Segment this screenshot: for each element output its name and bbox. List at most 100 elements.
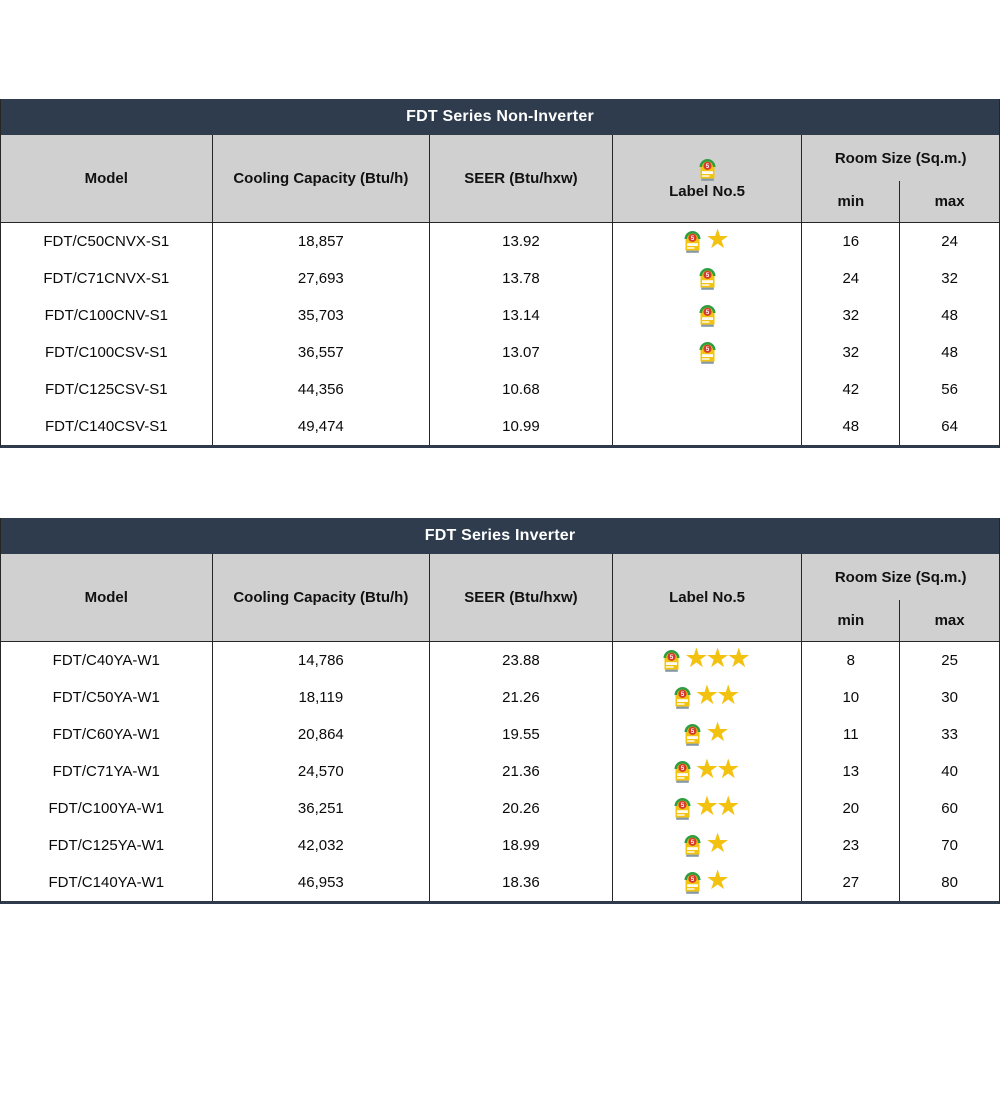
column-header-model: Model [1, 135, 213, 222]
model-cell: FDT/C60YA-W1 [1, 716, 213, 753]
seer-cell: 18.36 [430, 864, 613, 901]
table-title: FDT Series Non-Inverter [406, 108, 594, 125]
cooling-capacity-cell: 14,786 [213, 642, 431, 679]
cooling-capacity-cell: 18,857 [213, 223, 431, 260]
room-max-cell: 60 [941, 800, 958, 817]
energy-label-no5-icon: 5 [684, 231, 701, 253]
label-no5-cell: 5 [613, 260, 803, 297]
room-min-cell: 11 [802, 716, 901, 753]
room-min-cell: 48 [802, 408, 901, 445]
table-row: FDT/C100CNV-S1 35,703 13.14 5 32 48 [1, 297, 999, 334]
seer-cell: 13.07 [430, 334, 613, 371]
label-no5-cell: 5 ★ [613, 223, 803, 260]
energy-label-no5-icon: 5 [699, 305, 716, 327]
label-no5-cell: 5 ★★ [613, 790, 803, 827]
column-header-label-no5: Label No.5 [613, 554, 803, 641]
room-min-cell: 42 [802, 371, 901, 408]
model-cell: FDT/C100YA-W1 [1, 790, 213, 827]
table-row: FDT/C100CSV-S1 36,557 13.07 5 32 48 [1, 334, 999, 371]
energy-label-no5-icon: 5 [699, 342, 716, 364]
column-header-model: Model [1, 554, 213, 641]
table-row: FDT/C40YA-W1 14,786 23.88 5 ★★★ 8 25 [1, 642, 999, 679]
room-max-cell: 40 [941, 763, 958, 780]
seer-cell: 21.36 [430, 753, 613, 790]
column-header-room-size: Room Size (Sq.m.) min max [802, 135, 999, 222]
model-cell: FDT/C125YA-W1 [1, 827, 213, 864]
star-icons: ★ [705, 865, 729, 895]
table-row: FDT/C140YA-W1 46,953 18.36 5 ★ 27 80 [1, 864, 999, 901]
star-icons: ★ [705, 717, 729, 747]
table-row: FDT/C50YA-W1 18,119 21.26 5 ★★ 10 30 [1, 679, 999, 716]
cooling-capacity-cell: 24,570 [213, 753, 431, 790]
model-cell: FDT/C50CNVX-S1 [1, 223, 213, 260]
energy-label-no5-icon: 5 [699, 158, 716, 181]
cooling-capacity-cell: 18,119 [213, 679, 431, 716]
cooling-capacity-cell: 20,864 [213, 716, 431, 753]
table-row: FDT/C50CNVX-S1 18,857 13.92 5 ★ 16 24 [1, 223, 999, 260]
energy-label-no5-icon: 5 [674, 761, 691, 783]
model-cell: FDT/C71CNVX-S1 [1, 260, 213, 297]
room-min-cell: 10 [802, 679, 901, 716]
star-icons: ★★ [694, 680, 740, 710]
label-no5-cell: 5 [613, 297, 803, 334]
column-header-max: max [934, 193, 965, 210]
model-cell: FDT/C125CSV-S1 [1, 371, 213, 408]
energy-label-no5-header-icon: 5 [699, 158, 716, 181]
seer-cell: 10.68 [430, 371, 613, 408]
star-icons: ★ [705, 828, 729, 858]
seer-cell: 21.26 [430, 679, 613, 716]
table-header-row: Model Cooling Capacity (Btu/h) SEER (Btu… [1, 554, 999, 642]
energy-label-no5-icon: 5 [684, 835, 701, 857]
room-max-cell: 33 [941, 726, 958, 743]
svg-text:5: 5 [705, 310, 709, 316]
cooling-capacity-cell: 36,557 [213, 334, 431, 371]
energy-label-no5-icon: 5 [684, 724, 701, 746]
page: FDT Series Non-Inverter Model Cooling Ca… [0, 99, 1000, 904]
room-max-cell: 48 [941, 344, 958, 361]
model-cell: FDT/C100CNV-S1 [1, 297, 213, 334]
model-cell: FDT/C40YA-W1 [1, 642, 213, 679]
model-cell: FDT/C50YA-W1 [1, 679, 213, 716]
cooling-capacity-cell: 35,703 [213, 297, 431, 334]
column-header-seer: SEER (Btu/hxw) [430, 135, 613, 222]
svg-text:5: 5 [681, 692, 685, 698]
column-header-cooling-capacity: Cooling Capacity (Btu/h) [213, 554, 431, 641]
seer-cell: 13.14 [430, 297, 613, 334]
label-no5-cell: 5 [613, 334, 803, 371]
label-no5-cell: 5 ★★★ [613, 642, 803, 679]
energy-label-no5-icon: 5 [663, 650, 680, 672]
room-min-cell: 23 [802, 827, 901, 864]
label-no5-cell: 5 ★ [613, 716, 803, 753]
seer-cell: 18.99 [430, 827, 613, 864]
energy-label-no5-icon: 5 [674, 687, 691, 709]
table-title: FDT Series Inverter [424, 527, 576, 544]
table-header-row: Model Cooling Capacity (Btu/h) SEER (Btu… [1, 135, 999, 223]
svg-text:5: 5 [705, 273, 709, 279]
room-min-cell: 20 [802, 790, 901, 827]
column-header-room-size: Room Size (Sq.m.) min max [802, 554, 999, 641]
room-max-cell: 24 [941, 233, 958, 250]
svg-text:5: 5 [670, 655, 674, 661]
room-max-cell: 64 [941, 418, 958, 435]
room-min-cell: 32 [802, 334, 901, 371]
room-min-cell: 24 [802, 260, 901, 297]
min-max-subheader: min max [802, 181, 999, 222]
seer-cell: 13.92 [430, 223, 613, 260]
column-header-min: min [802, 181, 901, 222]
table-row: FDT/C140CSV-S1 49,474 10.99 48 64 [1, 408, 999, 445]
seer-cell: 23.88 [430, 642, 613, 679]
model-cell: FDT/C71YA-W1 [1, 753, 213, 790]
room-max-cell: 80 [941, 874, 958, 891]
column-header-label-text: Label No.5 [669, 182, 745, 200]
cooling-capacity-cell: 49,474 [213, 408, 431, 445]
svg-text:5: 5 [691, 840, 695, 846]
seer-cell: 10.99 [430, 408, 613, 445]
model-cell: FDT/C140YA-W1 [1, 864, 213, 901]
inverter-table: FDT Series Inverter Model Cooling Capaci… [0, 518, 1000, 904]
svg-text:5: 5 [691, 236, 695, 242]
seer-cell: 19.55 [430, 716, 613, 753]
column-header-cooling-capacity: Cooling Capacity (Btu/h) [213, 135, 431, 222]
non-inverter-table: FDT Series Non-Inverter Model Cooling Ca… [0, 99, 1000, 448]
energy-label-no5-icon: 5 [674, 798, 691, 820]
room-min-cell: 27 [802, 864, 901, 901]
